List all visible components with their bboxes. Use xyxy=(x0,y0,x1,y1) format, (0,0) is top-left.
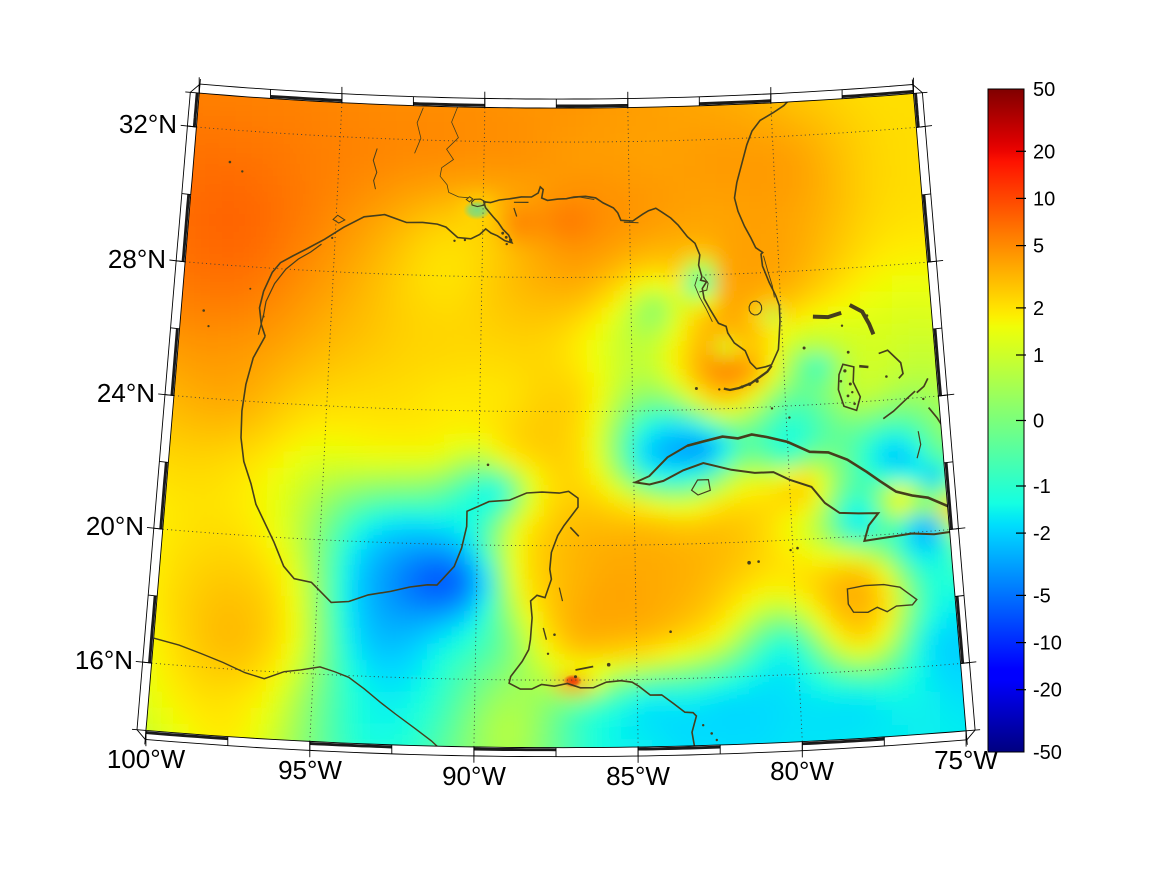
svg-text:-20: -20 xyxy=(1033,680,1062,702)
svg-text:-1: -1 xyxy=(1033,476,1051,498)
svg-text:90°W: 90°W xyxy=(442,761,506,791)
svg-text:32°N: 32°N xyxy=(119,109,177,139)
svg-text:20: 20 xyxy=(1033,141,1055,163)
svg-text:24°N: 24°N xyxy=(97,378,155,408)
svg-text:0: 0 xyxy=(1033,411,1044,433)
svg-text:50: 50 xyxy=(1033,79,1055,101)
svg-text:2: 2 xyxy=(1033,298,1044,320)
svg-text:1: 1 xyxy=(1033,345,1044,367)
svg-text:28°N: 28°N xyxy=(108,244,166,274)
svg-text:-5: -5 xyxy=(1033,585,1051,607)
svg-text:5: 5 xyxy=(1033,236,1044,258)
svg-text:16°N: 16°N xyxy=(75,645,133,675)
svg-text:10: 10 xyxy=(1033,188,1055,210)
svg-text:-50: -50 xyxy=(1033,742,1062,764)
svg-text:-10: -10 xyxy=(1033,633,1062,655)
svg-text:-2: -2 xyxy=(1033,523,1051,545)
svg-text:100°W: 100°W xyxy=(107,744,186,774)
svg-text:20°N: 20°N xyxy=(86,511,144,541)
svg-text:80°W: 80°W xyxy=(770,756,834,786)
svg-text:95°W: 95°W xyxy=(278,755,342,785)
svg-text:85°W: 85°W xyxy=(606,761,670,791)
